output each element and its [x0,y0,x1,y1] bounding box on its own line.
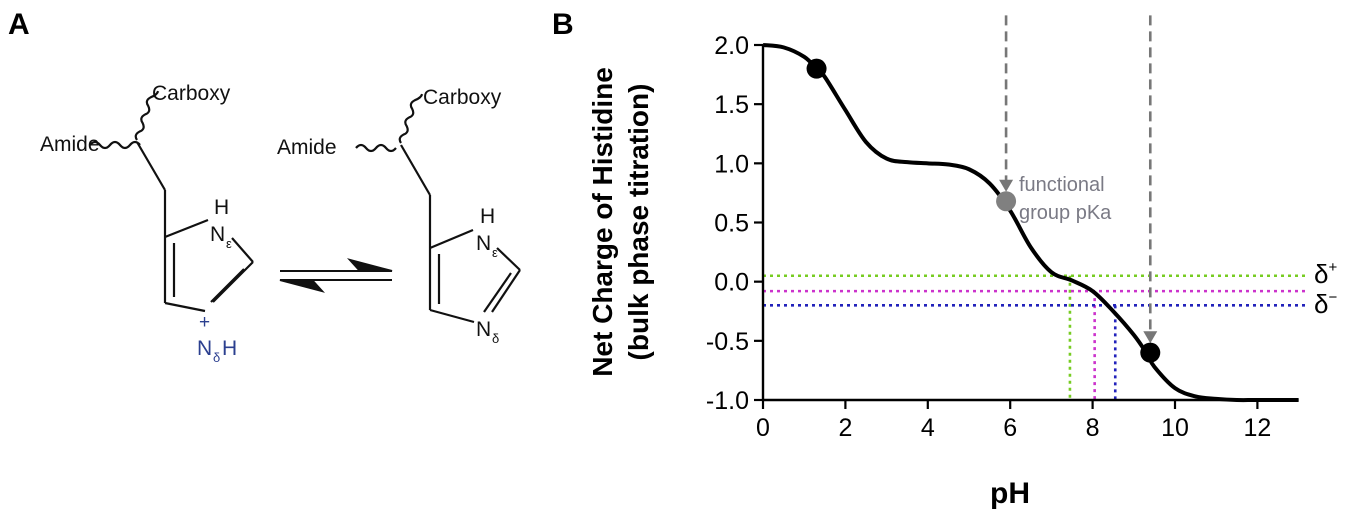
data-point-marker-2 [1140,342,1161,363]
delta-subscript-right: δ [492,331,499,346]
carboxy-label: Carboxy [152,82,231,105]
side-chain-bond-right [400,144,431,196]
forward-arrow-head [346,258,393,272]
equilibrium-arrows [279,258,393,293]
y-tick-label: 0.0 [714,269,749,297]
neutral-histidine-labels: Amide Carboxy H N ε N δ [277,86,502,346]
y-tick-label: -1.0 [706,387,749,415]
y-axis-title-line2: (bulk phase titration) [623,84,654,361]
n-delta-label: N [197,337,212,360]
y-tick-label: 0.5 [714,210,749,238]
series-layer [762,43,1299,403]
ring-double-bond-c2-nd [210,268,245,303]
panel-a-label: A [8,8,30,41]
ring-bond-c4-ne [164,218,209,239]
ring-bond-c2-nd-right [491,269,521,313]
panel-b: B Net Charge of Histidine (bulk phase ti… [552,8,1337,510]
neutral-histidine [355,93,521,324]
axes: 2.0 1.5 1.0 0.5 0.0 -0.5 -1.00 2 4 6 8 10 12 [706,32,1299,442]
arrows-layer [999,15,1158,344]
x-tick-label: 4 [921,414,935,442]
annotation-line1: functional [1019,174,1105,196]
ring-bond-c2-nd [212,261,254,303]
y-tick-label: 2.0 [714,32,749,60]
y-tick-label: 1.0 [714,150,749,178]
carboxy-label-right: Carboxy [423,86,502,109]
n-delta-h-label: H [222,337,237,360]
ring-bond-c5-nd [164,301,206,313]
carboxy-wavy-bond [134,90,160,141]
x-tick-label: 2 [838,414,852,442]
x-tick-label: 6 [1003,414,1017,442]
n-epsilon-label: N [210,223,225,246]
delta-plus-label: δ+ [1314,259,1337,289]
ring-bond-c4-ne-right [429,228,474,250]
titration-curve-0 [762,43,1299,403]
x-tick-label: 8 [1086,414,1100,442]
protonated-histidine [89,90,254,313]
ring-bond-ne-c2 [231,237,254,263]
carboxy-wavy-bond-right [398,93,424,144]
y-tick-label: 1.5 [714,91,749,119]
x-tick-label: 10 [1161,414,1189,442]
reverse-arrow-head [279,279,326,293]
delta-labels: δ+ δ− [1314,259,1337,319]
ring-bond-ne-c2-right [496,247,521,271]
delta-minus-label: δ− [1314,289,1337,319]
panel-b-label: B [552,8,574,41]
dashed-arrow-head-1 [1143,331,1158,344]
markers-layer [806,58,1161,363]
amide-wavy-bond-right [355,143,397,153]
n-epsilon-h-label: H [214,196,229,219]
ring-bond-c5-nd-right [429,308,475,324]
y-tick-label: -0.5 [706,328,749,356]
x-tick-label: 12 [1243,414,1271,442]
epsilon-subscript: ε [226,236,232,251]
panel-a: A Amide Carboxy H N ε + N δ H [8,8,521,365]
n-delta-label-right: N [476,318,491,341]
delta-subscript: δ [213,350,220,365]
side-chain-bond [136,141,166,191]
x-axis-title: pH [990,477,1030,510]
amide-wavy-bond [89,140,141,150]
data-point-marker-0 [806,58,827,79]
amide-label: Amide [40,133,100,156]
n-epsilon-h-label-right: H [480,205,495,228]
x-tick-label: 0 [756,414,770,442]
epsilon-subscript-right: ε [492,245,498,260]
n-epsilon-label-right: N [476,232,491,255]
data-point-marker-1 [996,191,1017,212]
annotation-line2: group pKa [1019,202,1112,224]
protonated-histidine-labels: Amide Carboxy H N ε + N δ H [40,82,237,365]
reference-lines [763,274,1305,400]
ring-double-bond-c2-nd-right [483,272,512,313]
amide-label-right: Amide [277,136,337,159]
dashed-arrow-head-0 [999,179,1014,192]
y-axis-title-line1: Net Charge of Histidine [587,67,618,377]
plus-charge: + [199,312,210,333]
